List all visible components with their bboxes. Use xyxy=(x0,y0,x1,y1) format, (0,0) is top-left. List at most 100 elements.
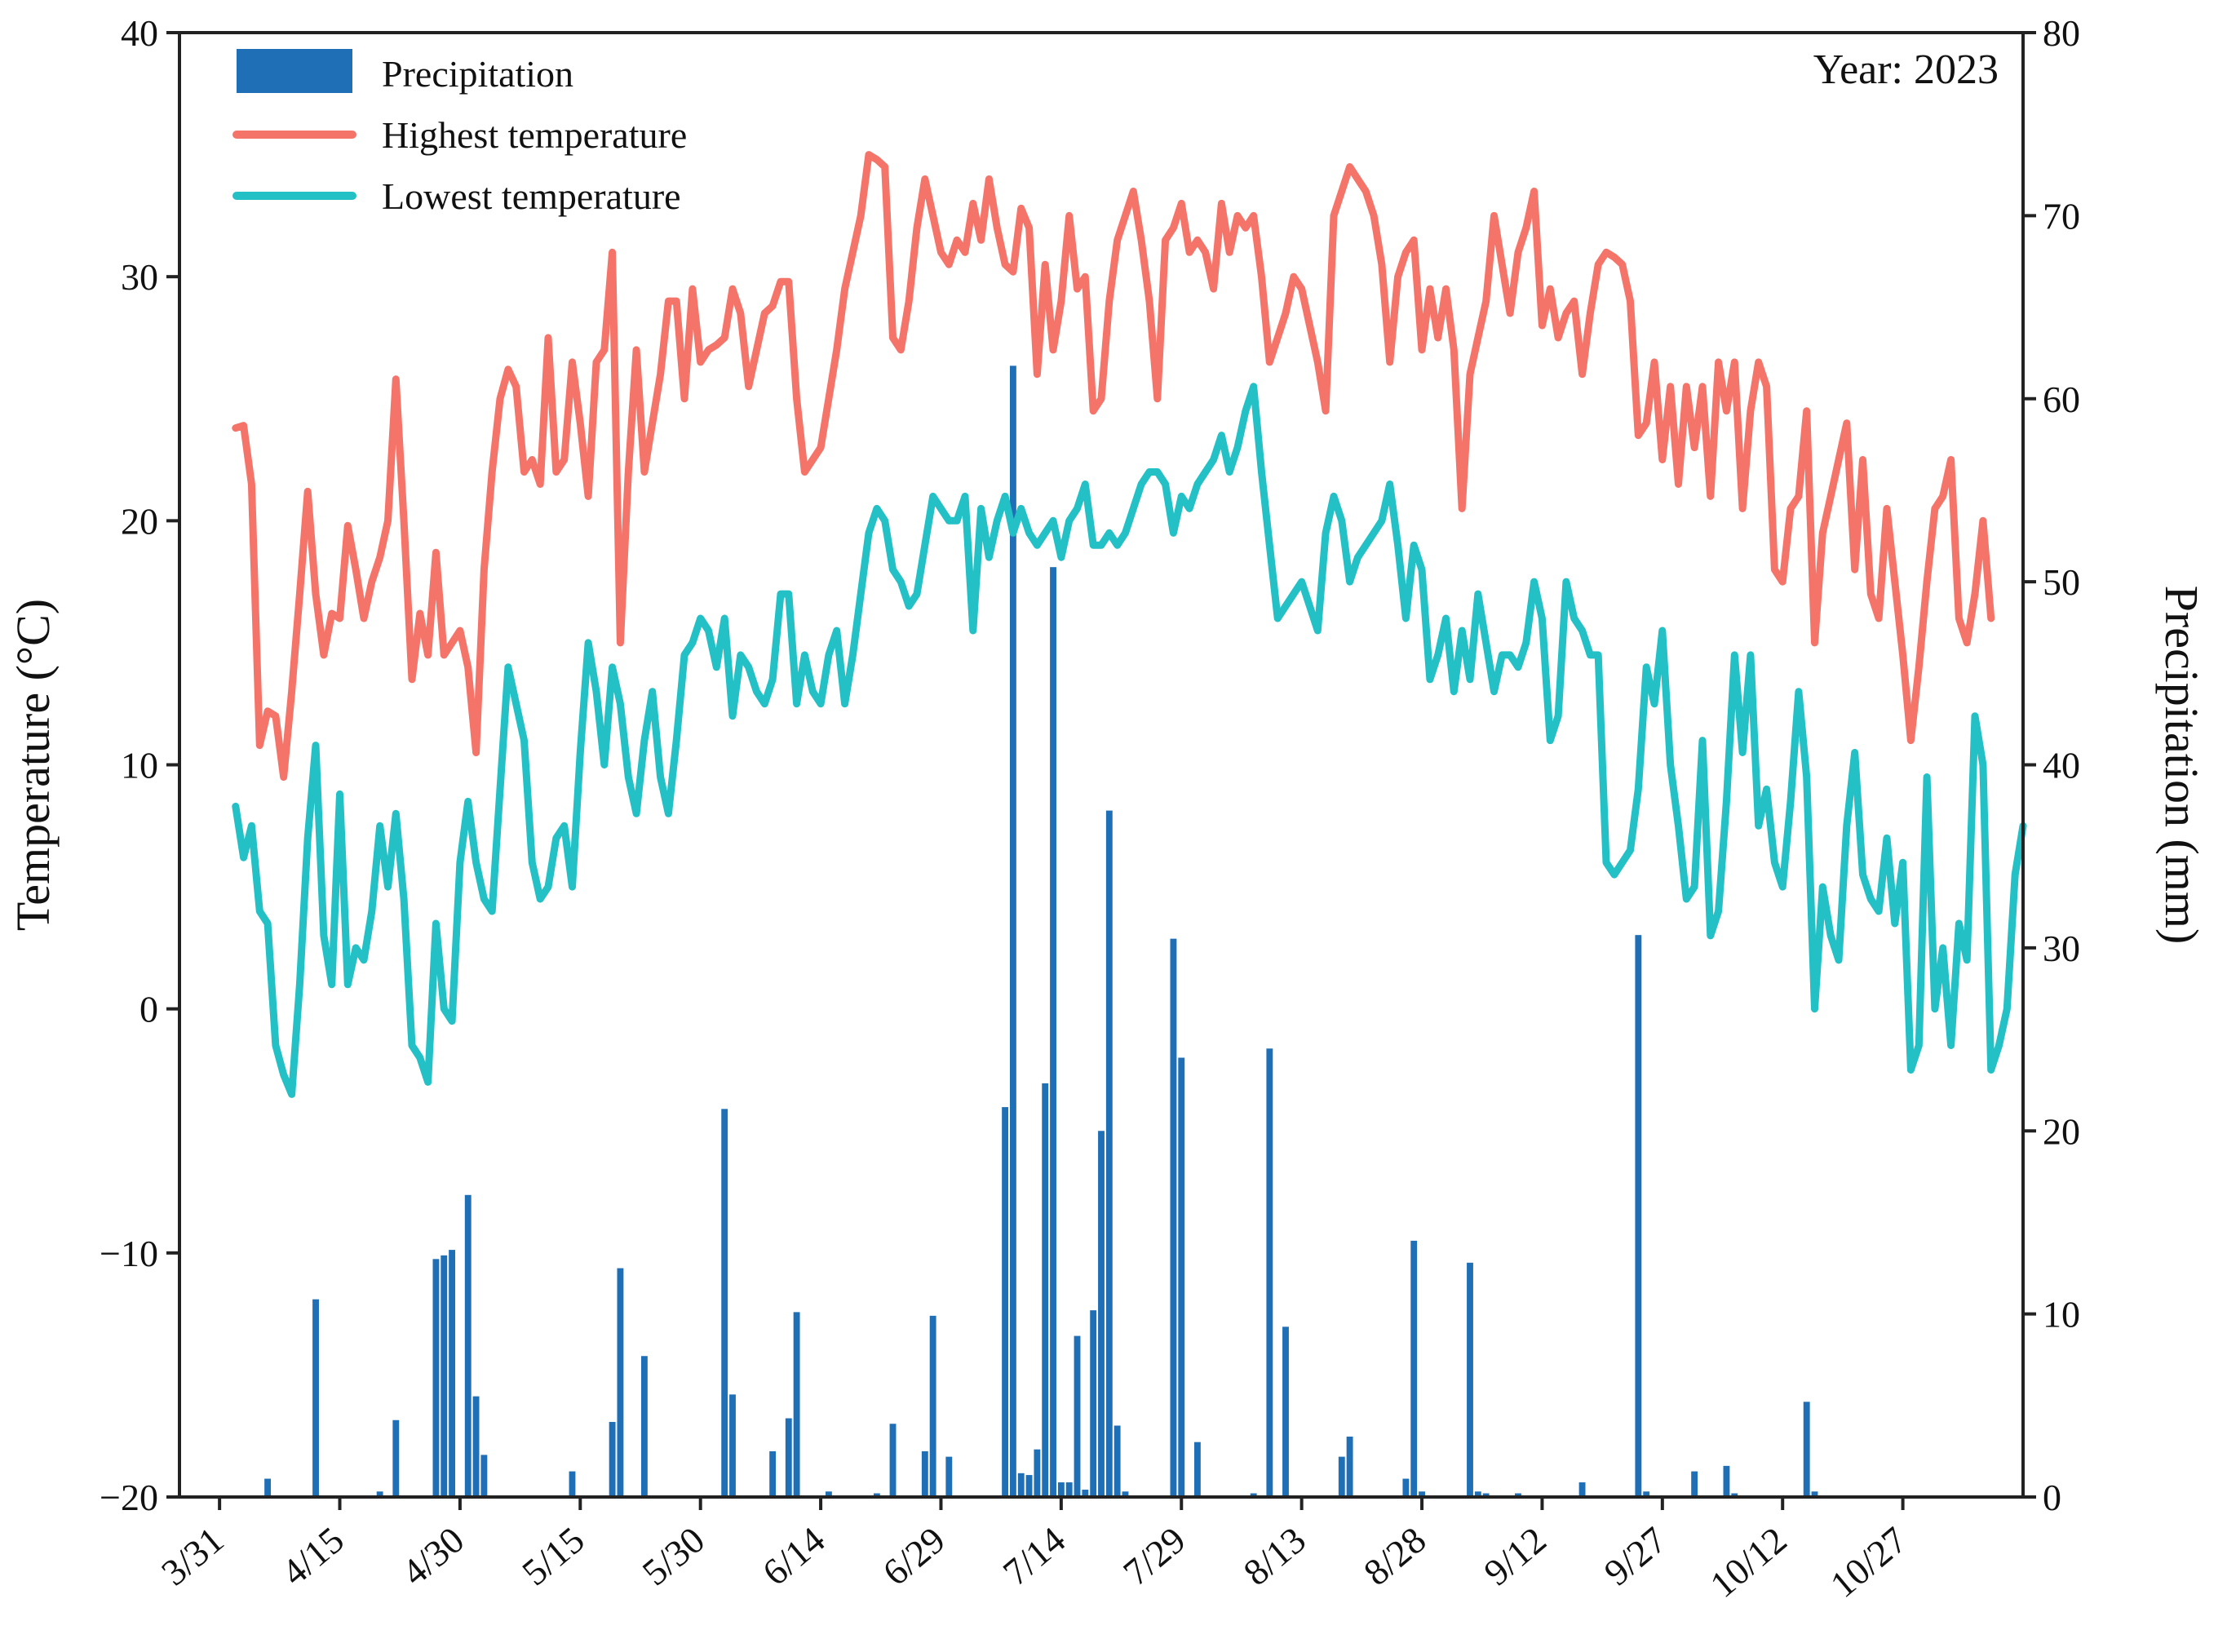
precipitation-bar xyxy=(929,1315,936,1497)
right-y-tick-label: 0 xyxy=(2043,1477,2061,1518)
precipitation-bar xyxy=(449,1250,456,1497)
precipitation-bar xyxy=(1691,1471,1698,1497)
precipitation-bar xyxy=(1098,1131,1105,1497)
precipitation-bar xyxy=(472,1396,480,1497)
precipitation-bar xyxy=(889,1424,897,1497)
lowest-temperature-line xyxy=(232,383,2027,1098)
precipitation-bar xyxy=(1338,1456,1345,1497)
precipitation-bar xyxy=(1474,1491,1481,1497)
precipitation-bar xyxy=(1250,1493,1257,1497)
x-tick-label: 6/14 xyxy=(755,1519,832,1594)
left-y-tick-label: −10 xyxy=(100,1233,158,1274)
x-tick-label: 10/12 xyxy=(1702,1519,1795,1605)
precipitation-bar xyxy=(1074,1335,1081,1497)
x-tick-label: 7/14 xyxy=(995,1519,1073,1594)
precipitation-bar xyxy=(464,1194,472,1497)
left-y-tick-label: 20 xyxy=(121,500,158,542)
precipitation-bar xyxy=(1090,1310,1097,1497)
precipitation-bar xyxy=(1002,1107,1009,1497)
precipitation-bar xyxy=(640,1356,648,1497)
precipitation-bar xyxy=(825,1491,832,1497)
precipitation-bar xyxy=(1515,1493,1521,1497)
precipitation-bar xyxy=(1803,1402,1810,1497)
precipitation-bar xyxy=(1017,1473,1025,1497)
precipitation-bar xyxy=(1643,1491,1650,1497)
left-y-tick-label: 0 xyxy=(139,989,158,1030)
precipitation-bar xyxy=(264,1478,272,1497)
legend: Precipitation Highest temperature Lowest t… xyxy=(232,49,687,217)
precipitation-bar xyxy=(1170,938,1177,1497)
left-y-tick-label: 40 xyxy=(121,12,158,54)
precipitation-bar xyxy=(1723,1465,1730,1497)
right-y-tick-label: 10 xyxy=(2043,1294,2080,1335)
left-y-tick-label: −20 xyxy=(100,1477,158,1518)
year-label: Year: 2023 xyxy=(1813,47,1999,93)
precipitation-bar xyxy=(392,1419,400,1497)
right-y-tick-label: 50 xyxy=(2043,561,2080,603)
precipitation-bar xyxy=(769,1450,777,1497)
x-tick-label: 4/30 xyxy=(394,1519,472,1594)
left-y-tick-label: 30 xyxy=(121,256,158,298)
precipitation-bar xyxy=(1114,1425,1121,1497)
x-tick-label: 7/29 xyxy=(1115,1519,1193,1594)
precipitation-bar xyxy=(1009,365,1016,1497)
precipitation-bar xyxy=(785,1418,792,1497)
precipitation-bar xyxy=(1578,1482,1586,1497)
precipitation-bar xyxy=(729,1394,736,1497)
precipitation-bar xyxy=(1635,935,1642,1497)
precipitation-bar xyxy=(617,1268,624,1497)
right-y-tick-label: 70 xyxy=(2043,195,2080,237)
precipitation-bar xyxy=(921,1450,928,1497)
x-tick-label: 3/31 xyxy=(153,1519,231,1594)
precipitation-bar xyxy=(1065,1482,1073,1497)
precipitation-bar xyxy=(1050,567,1056,1497)
precipitation-bar xyxy=(1178,1057,1185,1497)
precipitation-bar xyxy=(569,1471,576,1497)
precipitation-bar xyxy=(432,1259,440,1497)
x-tick-label: 8/13 xyxy=(1236,1519,1313,1594)
highest-temperature-line xyxy=(232,151,1995,781)
precipitation-bar xyxy=(441,1255,448,1497)
precipitation-bar xyxy=(1042,1083,1049,1497)
precipitation-bar xyxy=(1482,1493,1490,1497)
precipitation-bar xyxy=(793,1312,800,1497)
precipitation-bar xyxy=(1402,1478,1410,1497)
precipitation-bar xyxy=(721,1109,728,1497)
x-tick-label: 5/15 xyxy=(514,1519,591,1594)
x-tick-label: 9/27 xyxy=(1596,1519,1674,1594)
x-tick-label: 6/29 xyxy=(874,1519,952,1594)
legend-label: Lowest temperature xyxy=(382,175,681,217)
right-y-tick-label: 40 xyxy=(2043,745,2080,786)
right-y-tick-label: 30 xyxy=(2043,928,2080,969)
precipitation-bar xyxy=(312,1299,319,1497)
x-tick-label: 4/15 xyxy=(274,1519,352,1594)
legend-label: Highest temperature xyxy=(382,114,687,156)
precipitation-bar xyxy=(873,1493,880,1497)
x-tick-label: 8/28 xyxy=(1356,1519,1433,1594)
precipitation-bar xyxy=(1105,810,1113,1497)
precipitation-bar xyxy=(1811,1491,1818,1497)
precipitation-bar xyxy=(1057,1482,1065,1497)
temperature-lines xyxy=(232,151,2027,1098)
precipitation-bar xyxy=(1034,1449,1041,1497)
precipitation-bar xyxy=(1467,1262,1473,1497)
left-y-axis-title: Temperature (°C) xyxy=(7,599,60,931)
precipitation-bar xyxy=(609,1422,616,1497)
precipitation-bar xyxy=(1346,1436,1353,1497)
precipitation-bar xyxy=(1082,1490,1089,1497)
left-y-tick-label: 10 xyxy=(121,745,158,786)
right-y-tick-label: 20 xyxy=(2043,1110,2080,1152)
x-tick-label: 10/27 xyxy=(1822,1519,1915,1605)
precipitation-bar xyxy=(376,1491,383,1497)
precipitation-bars xyxy=(264,365,1818,1497)
precipitation-bar xyxy=(1731,1493,1738,1497)
precipitation-bar xyxy=(1122,1491,1129,1497)
right-y-axis-title: Precipitation (mm) xyxy=(2155,586,2208,945)
x-tick-label: 9/12 xyxy=(1476,1519,1553,1594)
precipitation-bar xyxy=(1410,1240,1418,1497)
right-y-tick-label: 80 xyxy=(2043,12,2080,54)
precipitation-bar xyxy=(945,1456,953,1497)
legend-label: Precipitation xyxy=(382,53,573,95)
